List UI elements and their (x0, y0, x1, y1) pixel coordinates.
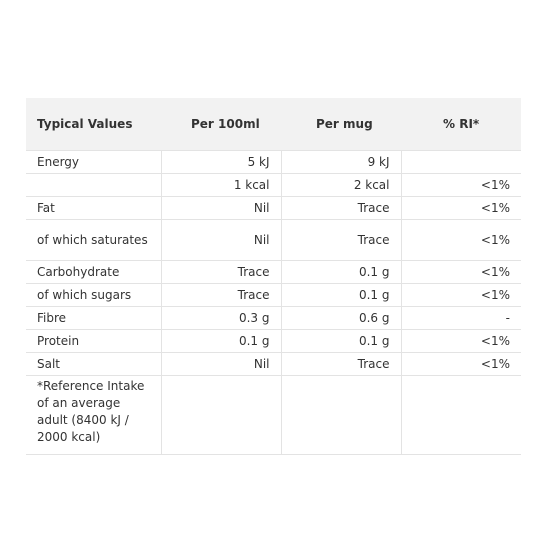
ri-value: <1% (400, 219, 521, 261)
per-100ml-value: Trace (160, 283, 282, 307)
per-mug-value: Trace (280, 219, 402, 261)
table-row-energy-kj: Energy 5 kJ 9 kJ (26, 150, 521, 174)
table-row-fibre: Fibre 0.3 g 0.6 g - (26, 306, 521, 330)
per-mug-value: 2 kcal (280, 173, 402, 197)
row-label: of which sugars (26, 283, 162, 307)
ri-value: <1% (400, 329, 521, 353)
per-100ml-value: 0.3 g (160, 306, 282, 330)
per-100ml-value: Nil (160, 196, 282, 220)
per-100ml-value: Nil (160, 219, 282, 261)
per-mug-value: 0.1 g (280, 329, 402, 353)
per-mug-value: 9 kJ (280, 150, 402, 174)
per-mug-value: 0.1 g (280, 283, 402, 307)
row-label: Protein (26, 329, 162, 353)
ri-value: <1% (400, 196, 521, 220)
table-row-protein: Protein 0.1 g 0.1 g <1% (26, 329, 521, 353)
ri-value: <1% (400, 260, 521, 284)
ri-value: <1% (400, 173, 521, 197)
per-100ml-value: 0.1 g (160, 329, 282, 353)
per-100ml-value: Nil (160, 352, 282, 376)
per-mug-value: 0.6 g (280, 306, 402, 330)
ri-value (400, 150, 521, 174)
per-mug-value: Trace (280, 196, 402, 220)
table-header: Typical Values Per 100ml Per mug % RI* (26, 98, 521, 151)
header-per-mug: Per mug (281, 98, 401, 151)
row-label: Carbohydrate (26, 260, 162, 284)
per-100ml-value: 1 kcal (160, 173, 282, 197)
empty-cell (280, 375, 402, 455)
per-100ml-value: Trace (160, 260, 282, 284)
table-row-sugars: of which sugars Trace 0.1 g <1% (26, 283, 521, 307)
row-label (26, 173, 162, 197)
ri-value: - (400, 306, 521, 330)
table-row-carbohydrate: Carbohydrate Trace 0.1 g <1% (26, 260, 521, 284)
table-row-footnote: *Reference Intake of an average adult (8… (26, 375, 521, 455)
row-label: Energy (26, 150, 162, 174)
per-mug-value: 0.1 g (280, 260, 402, 284)
per-100ml-value: 5 kJ (160, 150, 282, 174)
table-row-energy-kcal: 1 kcal 2 kcal <1% (26, 173, 521, 197)
nutrition-table: Typical Values Per 100ml Per mug % RI* E… (26, 98, 521, 455)
per-mug-value: Trace (280, 352, 402, 376)
table-row-saturates: of which saturates Nil Trace <1% (26, 219, 521, 261)
table-body: Energy 5 kJ 9 kJ 1 kcal 2 kcal <1% Fat N… (26, 150, 521, 455)
row-label: Salt (26, 352, 162, 376)
ri-value: <1% (400, 283, 521, 307)
table-row-salt: Salt Nil Trace <1% (26, 352, 521, 376)
header-row: Typical Values Per 100ml Per mug % RI* (26, 98, 521, 151)
header-percent-ri: % RI* (401, 98, 521, 151)
ri-value: <1% (400, 352, 521, 376)
row-label: of which saturates (26, 219, 162, 261)
row-label: Fat (26, 196, 162, 220)
table-row-fat: Fat Nil Trace <1% (26, 196, 521, 220)
header-per-100ml: Per 100ml (161, 98, 281, 151)
empty-cell (160, 375, 282, 455)
header-typical-values: Typical Values (26, 98, 161, 151)
reference-intake-footnote: *Reference Intake of an average adult (8… (26, 375, 162, 455)
empty-cell (400, 375, 521, 455)
row-label: Fibre (26, 306, 162, 330)
